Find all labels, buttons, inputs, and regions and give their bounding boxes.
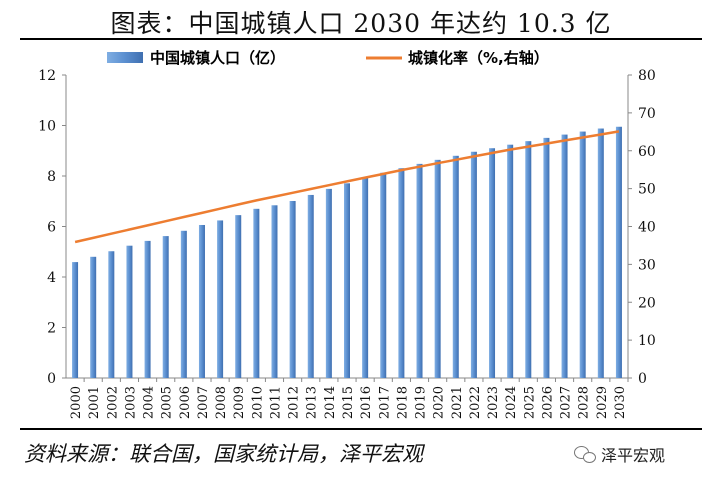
x-tick-label: 2013 <box>305 386 320 419</box>
bar <box>398 168 405 378</box>
x-tick-label: 2007 <box>196 386 211 419</box>
bar <box>180 230 187 378</box>
x-tick-label: 2028 <box>577 386 592 419</box>
bar <box>162 236 169 378</box>
bar <box>108 251 115 378</box>
legend-bar-label: 中国城镇人口（亿） <box>150 49 285 67</box>
chart-svg: 中国城镇人口（亿） 城镇化率（%,右轴） 0246810120102030405… <box>38 49 656 419</box>
chart-title: 图表：中国城镇人口 2030 年达约 10.3 亿 <box>110 9 612 38</box>
bottom-rule <box>20 428 702 430</box>
x-tick-label: 2015 <box>341 386 356 419</box>
x-tick-label: 2006 <box>178 386 193 419</box>
bar <box>525 141 532 378</box>
bar <box>579 131 586 378</box>
y-right-tick-label: 0 <box>638 371 647 387</box>
bar <box>126 245 133 378</box>
bar <box>90 256 97 378</box>
x-tick-label: 2019 <box>414 386 429 419</box>
x-tick-label: 2021 <box>450 386 465 419</box>
x-tick-label: 2014 <box>323 386 338 419</box>
source-note: 资料来源：联合国，国家统计局，泽平宏观 <box>24 442 423 466</box>
y-left-tick-label: 6 <box>47 220 56 236</box>
x-tick-label: 2029 <box>595 386 610 419</box>
legend-line-label: 城镇化率（%,右轴） <box>408 49 549 67</box>
x-tick-label: 2025 <box>522 386 537 419</box>
bar <box>289 200 296 378</box>
bar <box>561 134 568 378</box>
bar <box>271 205 278 378</box>
y-right-tick-label: 40 <box>638 220 656 236</box>
bar <box>452 155 459 378</box>
x-tick-label: 2024 <box>504 386 519 419</box>
bar <box>144 240 151 378</box>
bar <box>362 177 369 378</box>
urbanization-rate-line <box>74 130 620 244</box>
bar <box>380 172 387 378</box>
bar <box>72 262 79 378</box>
x-tick-label: 2027 <box>559 386 574 419</box>
y-right-tick-label: 60 <box>638 144 656 160</box>
y-left-tick-label: 8 <box>47 169 56 185</box>
bar <box>325 188 332 378</box>
y-right-tick-label: 80 <box>638 68 656 84</box>
y-right-tick-label: 50 <box>638 182 656 198</box>
bar <box>198 224 205 378</box>
y-right-tick-label: 30 <box>638 257 656 273</box>
x-tick-label: 2012 <box>287 386 302 419</box>
bar <box>597 128 604 378</box>
y-left-tick-label: 10 <box>38 119 56 135</box>
bar <box>253 208 260 378</box>
bar <box>235 215 242 378</box>
watermark: 泽平宏观 <box>574 442 665 466</box>
y-left-tick-label: 2 <box>47 321 56 337</box>
bar <box>307 194 314 378</box>
x-tick-label: 2011 <box>268 386 283 419</box>
ratio-line <box>74 130 620 244</box>
bar <box>217 220 224 378</box>
bar <box>416 163 423 378</box>
bar <box>344 183 350 378</box>
x-tick-label: 2026 <box>540 386 555 419</box>
x-tick-label: 2000 <box>69 386 84 419</box>
bars <box>72 126 622 378</box>
x-tick-label: 2023 <box>486 386 501 419</box>
y-right-tick-label: 20 <box>638 295 656 311</box>
x-tick-label: 2001 <box>87 386 102 419</box>
x-tick-label: 2022 <box>468 386 483 419</box>
y-right-tick-label: 70 <box>638 106 656 122</box>
x-tick-label: 2016 <box>359 386 374 419</box>
x-tick-label: 2030 <box>613 386 628 419</box>
watermark-text: 泽平宏观 <box>601 446 666 465</box>
x-tick-label: 2002 <box>105 386 120 419</box>
x-tick-label: 2003 <box>123 386 138 419</box>
x-tick-label: 2008 <box>214 386 229 419</box>
legend: 中国城镇人口（亿） 城镇化率（%,右轴） <box>107 49 549 67</box>
y-left-tick-label: 12 <box>38 68 56 84</box>
x-tick-label: 2017 <box>377 386 392 419</box>
x-tick-label: 2004 <box>142 386 157 419</box>
y-left-tick-label: 4 <box>47 270 56 286</box>
bar <box>543 137 550 378</box>
wechat-icon <box>574 446 596 463</box>
x-tick-label: 2018 <box>395 386 410 419</box>
top-rule <box>20 38 702 40</box>
bar <box>507 144 514 378</box>
bar <box>489 148 496 378</box>
x-tick-label: 2010 <box>250 386 265 419</box>
y-right-tick-label: 10 <box>638 333 656 349</box>
x-tick-label: 2020 <box>432 386 447 419</box>
x-tick-label: 2009 <box>232 386 247 419</box>
bar <box>615 126 622 378</box>
y-left-tick-label: 0 <box>47 371 56 387</box>
x-tick-label: 2005 <box>160 386 175 419</box>
bar <box>434 159 441 378</box>
legend-bar-swatch <box>107 52 143 63</box>
bar <box>470 151 477 378</box>
